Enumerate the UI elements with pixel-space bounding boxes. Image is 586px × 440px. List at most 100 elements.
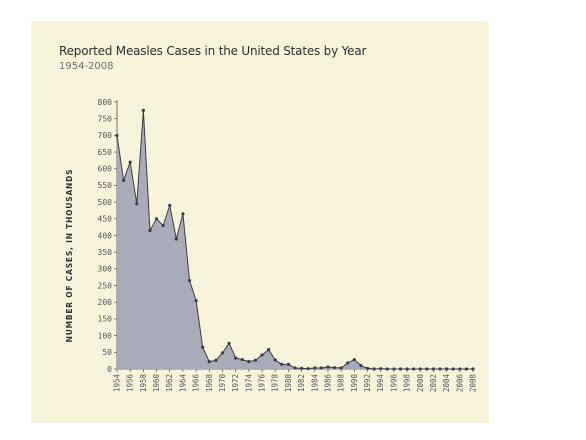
data-point: [319, 366, 323, 370]
x-tick-label: 1978: [271, 374, 280, 393]
y-tick-label: 50: [102, 348, 112, 357]
x-tick-label: 1958: [139, 374, 148, 393]
y-tick-label: 200: [98, 298, 113, 307]
chart-panel: Reported Measles Cases in the United Sta…: [31, 21, 489, 423]
x-tick-label: 1998: [403, 374, 412, 393]
data-point: [240, 358, 244, 362]
data-point: [273, 358, 277, 362]
data-point: [451, 367, 455, 371]
x-tick-label: 1976: [258, 374, 267, 393]
data-point: [313, 366, 317, 370]
data-point: [220, 351, 225, 355]
y-tick-label: 700: [98, 131, 113, 140]
data-point: [207, 360, 211, 364]
data-point: [385, 367, 389, 371]
data-point: [174, 237, 178, 241]
y-tick-label: 100: [98, 331, 113, 340]
x-tick-label: 1968: [205, 374, 214, 393]
area-fill: [117, 110, 473, 369]
x-tick-label: 1984: [310, 374, 319, 393]
data-point: [346, 361, 350, 365]
data-point: [161, 223, 165, 228]
x-tick-label: 1990: [350, 374, 359, 393]
y-tick-label: 250: [98, 281, 113, 290]
x-tick-label: 1994: [376, 374, 385, 393]
x-tick-label: 1964: [178, 374, 187, 393]
data-point: [194, 298, 198, 303]
data-point: [187, 278, 192, 283]
data-point: [352, 358, 356, 362]
x-tick-label: 1972: [231, 374, 240, 392]
x-tick-label: 2004: [442, 374, 451, 393]
data-point: [299, 366, 304, 370]
data-point: [148, 228, 152, 233]
data-point: [280, 362, 284, 366]
x-tick-label: 1980: [284, 374, 293, 393]
y-tick-label: 800: [98, 98, 113, 107]
y-tick-label: 600: [98, 165, 113, 174]
data-point: [201, 345, 205, 349]
x-tick-label: 1966: [192, 374, 201, 393]
y-tick-label: 650: [98, 148, 113, 157]
data-point: [227, 341, 231, 345]
y-tick-label: 450: [98, 215, 113, 224]
x-tick-label: 2000: [416, 374, 425, 393]
x-tick-label: 1960: [152, 374, 161, 393]
data-point: [398, 367, 403, 371]
y-ticks: 0 50 100 150 200 250 300 350 400 450 500 550 600 650 7…: [98, 98, 117, 374]
y-tick-label: 300: [98, 265, 113, 274]
data-point: [372, 367, 376, 371]
y-tick-label: 500: [98, 198, 113, 207]
y-tick-label: 400: [98, 231, 113, 240]
data-point: [412, 367, 416, 371]
data-point: [379, 367, 383, 371]
y-tick-label: 150: [98, 315, 113, 324]
y-tick-label: 0: [107, 365, 112, 374]
data-point: [326, 365, 330, 369]
data-point: [181, 212, 185, 216]
data-point: [128, 160, 132, 164]
x-tick-label: 1974: [244, 374, 253, 393]
data-point: [253, 358, 258, 362]
chart-subtitle: 1954-2008: [59, 61, 114, 72]
data-point: [247, 360, 251, 364]
chart-svg: 0 50 100 150 200 250 300 350 400 450 500 550 600 650 7…: [65, 98, 478, 392]
x-tick-label: 1992: [363, 374, 372, 392]
data-point: [234, 356, 238, 360]
x-tick-label: 1996: [389, 374, 398, 393]
x-tick-label: 1986: [323, 374, 332, 393]
data-point: [141, 108, 145, 112]
x-tick-label: 2002: [429, 374, 438, 392]
data-point: [464, 367, 469, 371]
data-point: [293, 366, 297, 370]
x-tick-label: 1988: [337, 374, 346, 393]
series: [115, 108, 475, 371]
x-tick-label: 1954: [113, 374, 122, 393]
y-tick-label: 350: [98, 248, 113, 257]
x-tick-label: 2008: [469, 374, 478, 393]
data-point: [168, 203, 172, 208]
data-point: [154, 217, 159, 221]
data-point: [121, 178, 126, 183]
data-point: [135, 202, 139, 206]
data-point: [425, 367, 429, 371]
data-point: [267, 348, 271, 352]
data-point: [286, 362, 291, 366]
x-ticks: 1954 1956 1958 1960 1962 1964 1966 1968 1970 1972…: [113, 369, 478, 392]
data-point: [359, 364, 363, 368]
y-tick-label: 750: [98, 114, 113, 123]
x-tick-label: 2006: [455, 374, 464, 393]
chart-title: Reported Measles Cases in the United Sta…: [59, 44, 367, 58]
data-point: [260, 353, 264, 357]
data-point: [214, 358, 218, 362]
data-point: [332, 366, 337, 370]
data-point: [339, 366, 343, 370]
y-axis-label: NUMBER OF CASES, IN THOUSANDS: [65, 169, 74, 343]
data-point: [365, 366, 370, 370]
data-point: [438, 367, 442, 371]
y-tick-label: 550: [98, 181, 113, 190]
data-point: [306, 367, 310, 371]
x-tick-label: 1970: [218, 374, 227, 393]
x-tick-label: 1982: [297, 374, 306, 392]
x-tick-label: 1956: [126, 374, 135, 393]
